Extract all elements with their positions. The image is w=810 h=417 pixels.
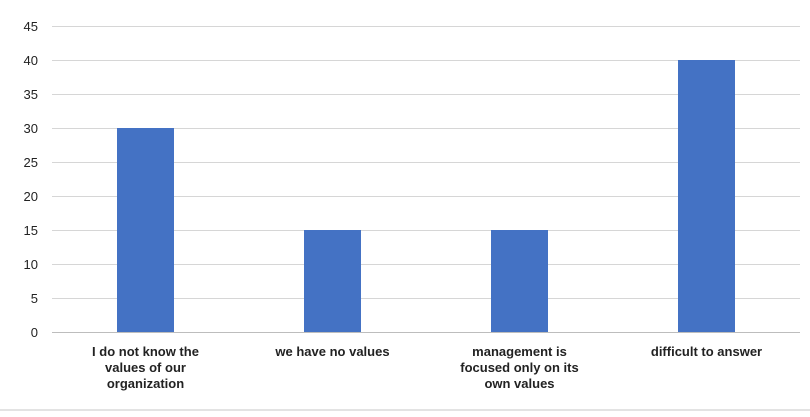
y-tick-label: 45 xyxy=(24,19,38,34)
y-tick-label: 25 xyxy=(24,155,38,170)
y-tick-label: 15 xyxy=(24,223,38,238)
gridlines xyxy=(52,26,800,333)
y-tick-label: 35 xyxy=(24,87,38,102)
x-category-label: I do not know the values of our organizati… xyxy=(92,344,199,391)
y-tick-label: 5 xyxy=(31,291,38,306)
y-tick-label: 20 xyxy=(24,189,38,204)
x-category-label-line: we have no values xyxy=(274,344,389,359)
y-axis-tick-labels: 0 5 10 15 20 25 30 35 40 45 xyxy=(24,19,38,340)
x-category-label-line: own values xyxy=(484,376,554,391)
x-category-label-line: focused only on its xyxy=(460,360,578,375)
x-category-label-line: difficult to answer xyxy=(651,344,762,359)
x-category-label-line: organization xyxy=(107,376,184,391)
y-tick-label: 30 xyxy=(24,121,38,136)
x-axis-category-labels: I do not know the values of our organizati… xyxy=(92,344,762,391)
bars xyxy=(117,60,735,332)
y-tick-label: 40 xyxy=(24,53,38,68)
x-category-label: management is focused only on its own valu… xyxy=(460,344,578,391)
y-tick-label: 10 xyxy=(24,257,38,272)
bar xyxy=(678,60,735,332)
bar xyxy=(304,230,361,332)
x-category-label: difficult to answer xyxy=(651,344,762,359)
y-tick-label: 0 xyxy=(31,325,38,340)
x-category-label-line: I do not know the xyxy=(92,344,199,359)
x-category-label: we have no values xyxy=(274,344,389,359)
bar xyxy=(491,230,548,332)
bar xyxy=(117,128,174,332)
x-category-label-line: values of our xyxy=(105,360,186,375)
x-category-label-line: management is xyxy=(472,344,567,359)
